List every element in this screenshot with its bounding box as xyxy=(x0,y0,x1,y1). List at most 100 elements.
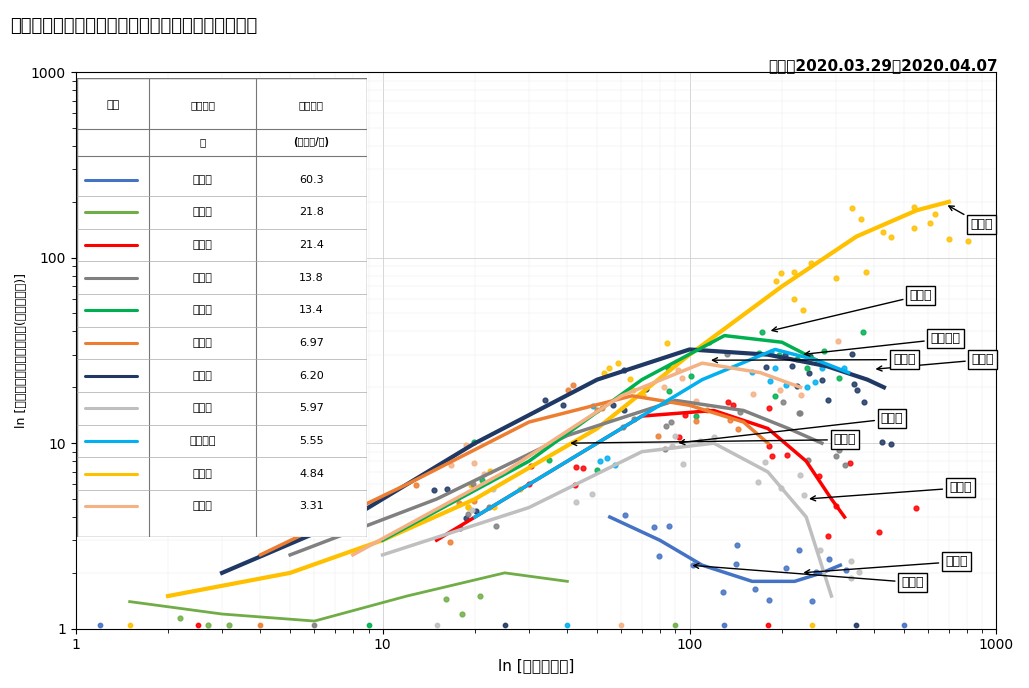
Point xyxy=(715,586,732,597)
Point xyxy=(613,619,630,630)
Point xyxy=(454,608,470,619)
Point xyxy=(772,385,788,396)
Point xyxy=(687,416,704,427)
Point xyxy=(691,435,708,446)
Point xyxy=(428,619,445,630)
Point xyxy=(927,208,944,219)
Text: 京都府: 京都府 xyxy=(572,433,856,447)
Text: 期間：2020.03.29～2020.04.07: 期間：2020.03.29～2020.04.07 xyxy=(769,58,998,74)
Text: 大阪府: 大阪府 xyxy=(877,353,994,371)
Point xyxy=(814,375,830,386)
Point xyxy=(481,502,497,513)
Point xyxy=(677,409,694,420)
Point xyxy=(719,396,736,407)
Point xyxy=(788,353,805,364)
Point xyxy=(815,345,831,356)
Point xyxy=(426,484,442,495)
Point xyxy=(594,402,610,413)
Point xyxy=(760,441,777,452)
Point xyxy=(843,555,859,566)
Text: 埼玉県: 埼玉県 xyxy=(694,563,924,589)
Point xyxy=(799,363,815,374)
Point xyxy=(844,203,860,214)
Point xyxy=(599,452,615,463)
Y-axis label: ln [新しく確認された患者数(前日との差)]: ln [新しく確認された患者数(前日との差)] xyxy=(15,273,28,428)
Point xyxy=(852,214,868,225)
Point xyxy=(941,234,957,245)
Point xyxy=(460,508,476,519)
Point xyxy=(730,423,746,434)
Point xyxy=(589,405,605,416)
Point xyxy=(200,619,216,630)
Point xyxy=(661,362,677,373)
Point xyxy=(464,478,481,489)
Point xyxy=(307,619,323,630)
Point xyxy=(791,407,808,418)
Point xyxy=(767,391,783,402)
Point xyxy=(908,503,924,514)
Point xyxy=(606,459,623,470)
Point xyxy=(560,385,576,396)
Point xyxy=(485,483,501,494)
Point xyxy=(649,431,666,442)
Text: 神奈川県: 神奈川県 xyxy=(805,332,960,356)
Point xyxy=(460,502,476,513)
Point xyxy=(874,437,890,448)
Point xyxy=(601,363,617,374)
Point xyxy=(589,464,605,475)
Point xyxy=(757,456,774,467)
Point xyxy=(622,374,638,385)
Point xyxy=(437,593,454,604)
Point xyxy=(844,348,860,359)
Point xyxy=(761,595,778,606)
Point xyxy=(451,497,467,508)
Point xyxy=(724,400,741,411)
Point xyxy=(476,469,493,480)
Point xyxy=(791,469,808,480)
Point xyxy=(458,512,474,523)
Point xyxy=(906,201,922,212)
Point xyxy=(121,619,138,630)
Point xyxy=(617,510,634,521)
Point xyxy=(668,356,684,367)
Point xyxy=(827,451,844,462)
Point xyxy=(777,350,793,361)
Point xyxy=(744,389,760,400)
Point xyxy=(482,466,498,477)
Point xyxy=(838,564,854,575)
Point xyxy=(568,461,584,472)
Point xyxy=(565,380,581,391)
Point xyxy=(808,566,824,577)
Point xyxy=(674,373,690,384)
Point xyxy=(442,460,459,471)
Point xyxy=(463,480,480,491)
Point xyxy=(586,400,602,411)
Point xyxy=(805,596,821,607)
Point xyxy=(790,544,807,555)
Point xyxy=(523,460,539,471)
Point xyxy=(858,267,875,278)
Point xyxy=(765,451,781,462)
Point xyxy=(667,619,683,630)
Point xyxy=(555,399,571,410)
Point xyxy=(836,363,852,374)
Text: 愛知県: 愛知県 xyxy=(811,482,971,501)
Point xyxy=(719,348,736,359)
Point xyxy=(856,396,873,407)
Point xyxy=(511,484,528,495)
Point xyxy=(771,350,787,361)
Point xyxy=(659,338,675,349)
Point xyxy=(252,619,269,630)
Point xyxy=(828,500,845,511)
Point xyxy=(849,385,865,396)
Point xyxy=(567,496,583,507)
Point xyxy=(468,505,485,516)
Point xyxy=(786,294,803,305)
Point xyxy=(883,438,899,449)
Point xyxy=(807,376,823,387)
Point xyxy=(754,326,771,337)
Point xyxy=(661,386,677,397)
Point xyxy=(615,364,632,375)
Point xyxy=(896,619,913,630)
Point xyxy=(706,432,722,443)
